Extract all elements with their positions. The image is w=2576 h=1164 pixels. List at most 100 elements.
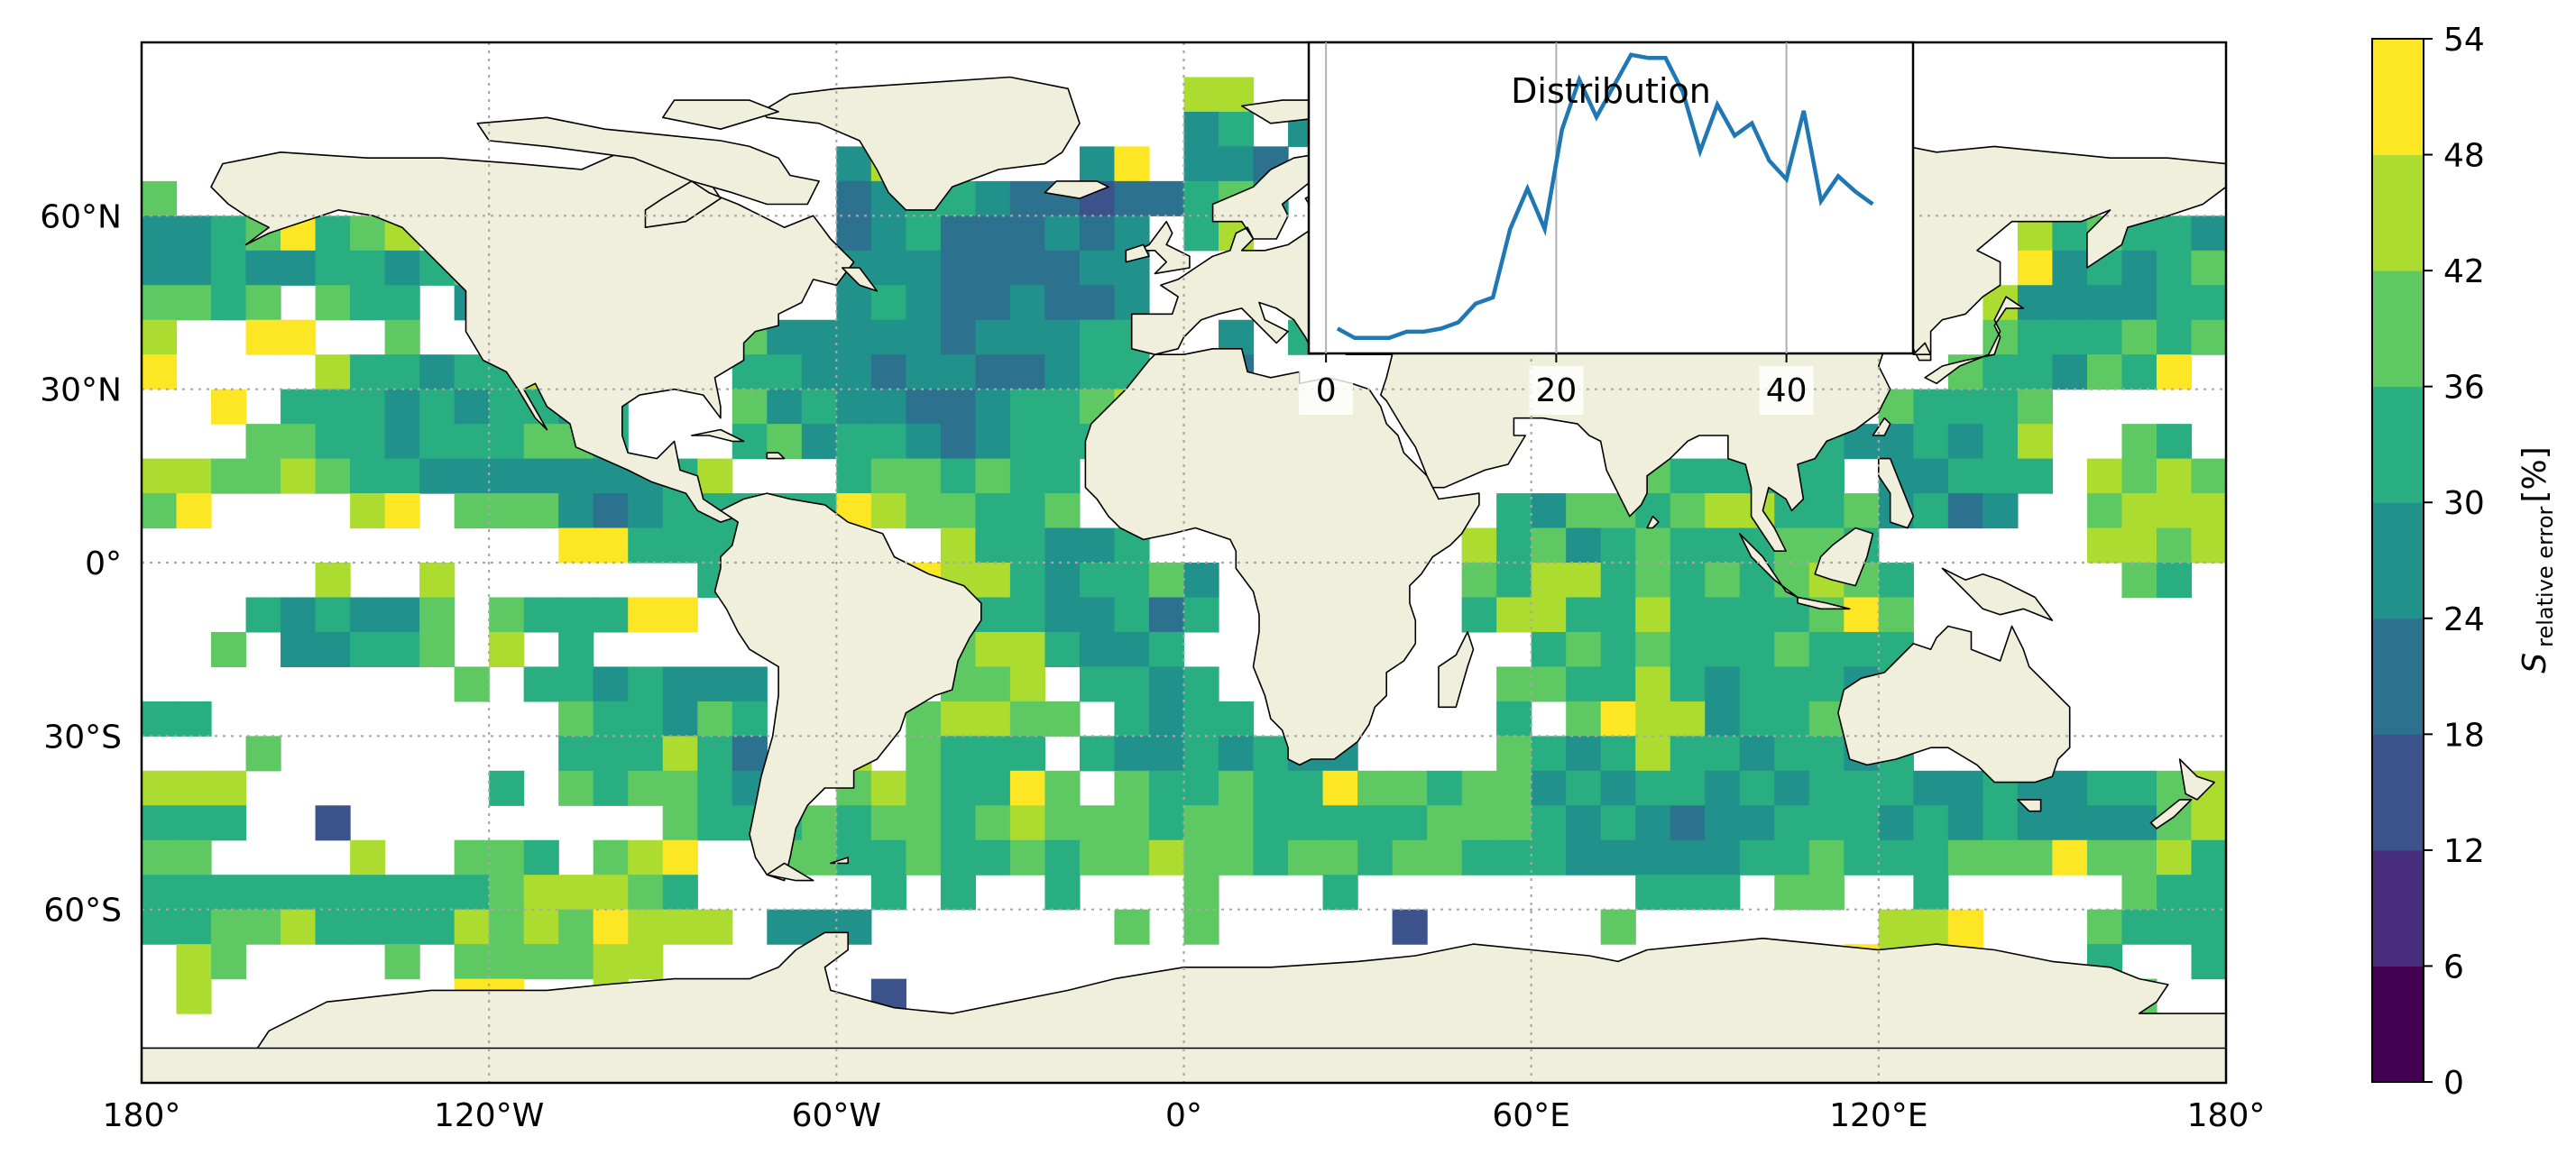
heatmap-cell — [1635, 771, 1670, 806]
heatmap-cell — [906, 424, 941, 459]
heatmap-cell — [836, 424, 871, 459]
heatmap-cell — [1114, 146, 1149, 181]
heatmap-cell — [1496, 666, 1532, 701]
heatmap-cell — [455, 666, 490, 701]
heatmap-cell — [2087, 805, 2122, 840]
heatmap-cell — [246, 320, 281, 355]
heatmap-cell — [142, 285, 177, 320]
heatmap-cell — [941, 459, 976, 494]
heatmap-cell — [1774, 736, 1809, 771]
colorbar-block — [2372, 270, 2424, 387]
heatmap-cell — [455, 840, 490, 875]
heatmap-cell — [1080, 632, 1115, 667]
heatmap-cell — [1149, 736, 1184, 771]
heatmap-cell — [1913, 910, 1948, 945]
heatmap-cell — [177, 944, 212, 979]
heatmap-cell — [2052, 354, 2087, 390]
heatmap-cell — [1670, 459, 1706, 494]
heatmap-cell — [836, 181, 871, 216]
heatmap-cell — [1532, 528, 1567, 564]
heatmap-cell — [1184, 77, 1219, 112]
heatmap-cell — [211, 771, 246, 806]
heatmap-cell — [1635, 563, 1670, 598]
heatmap-cell — [1496, 736, 1532, 771]
heatmap-cell — [2191, 285, 2226, 320]
heatmap-cell — [558, 632, 593, 667]
heatmap-cell — [941, 701, 976, 737]
colorbar-tick-label: 36 — [2443, 370, 2485, 407]
inset-tick-label: 0 — [1316, 372, 1337, 409]
heatmap-cell — [2191, 944, 2226, 979]
heatmap-cell — [2121, 840, 2157, 875]
x-tick-label: 60°E — [1492, 1097, 1570, 1134]
heatmap-cell — [385, 944, 420, 979]
heatmap-cell — [1496, 493, 1532, 528]
heatmap-cell — [385, 354, 420, 390]
heatmap-cell — [1149, 666, 1184, 701]
heatmap-cell — [1740, 805, 1775, 840]
colorbar-block — [2372, 734, 2424, 850]
heatmap-cell — [941, 493, 976, 528]
heatmap-cell — [211, 390, 246, 425]
heatmap-cell — [246, 597, 281, 632]
heatmap-cell — [1219, 146, 1254, 181]
heatmap-cell — [1879, 805, 1914, 840]
heatmap-cell — [489, 632, 524, 667]
heatmap-cell — [2191, 493, 2226, 528]
heatmap-cell — [1114, 181, 1149, 216]
heatmap-cell — [1809, 459, 1845, 494]
heatmap-cell — [1601, 701, 1636, 737]
heatmap-cell — [2087, 771, 2122, 806]
heatmap-cell — [697, 805, 732, 840]
heatmap-cell — [350, 251, 385, 286]
heatmap-cell — [1010, 390, 1045, 425]
heatmap-cell — [975, 840, 1010, 875]
heatmap-cell — [246, 424, 281, 459]
heatmap-cell — [1983, 390, 2018, 425]
heatmap-cell — [1219, 805, 1254, 840]
heatmap-cell — [836, 215, 871, 251]
heatmap-cell — [489, 424, 524, 459]
heatmap-cell — [975, 805, 1010, 840]
y-axis-ticks: 60°N30°N0°30°S60°S — [40, 198, 122, 929]
heatmap-cell — [1254, 736, 1289, 771]
heatmap-cell — [2191, 805, 2226, 840]
heatmap-cell — [1184, 840, 1219, 875]
heatmap-cell — [281, 875, 316, 910]
heatmap-cell — [142, 181, 177, 216]
heatmap-cell — [1844, 805, 1879, 840]
heatmap-cell — [316, 390, 351, 425]
heatmap-cell — [2191, 459, 2226, 494]
heatmap-cell — [419, 390, 455, 425]
colorbar-tick-label: 12 — [2443, 833, 2485, 870]
heatmap-cell — [906, 840, 941, 875]
heatmap-cell — [1114, 632, 1149, 667]
heatmap-cell — [281, 320, 316, 355]
heatmap-cell — [628, 944, 663, 979]
heatmap-cell — [385, 910, 420, 945]
heatmap-cell — [1044, 805, 1080, 840]
inset-tick-label: 20 — [1535, 372, 1577, 409]
heatmap-cell — [524, 910, 559, 945]
heatmap-cell — [1635, 736, 1670, 771]
heatmap-cell — [1184, 736, 1219, 771]
heatmap-cell — [1044, 493, 1080, 528]
heatmap-cell — [211, 805, 246, 840]
heatmap-cell — [558, 736, 593, 771]
heatmap-cell — [419, 563, 455, 598]
heatmap-cell — [211, 910, 246, 945]
heatmap-cell — [1879, 910, 1914, 945]
heatmap-cell — [1532, 632, 1567, 667]
heatmap-cell — [941, 285, 976, 320]
heatmap-cell — [697, 666, 732, 701]
heatmap-cell — [975, 215, 1010, 251]
heatmap-cell — [1393, 910, 1428, 945]
heatmap-cell — [1844, 771, 1879, 806]
heatmap-cell — [489, 944, 524, 979]
heatmap-cell — [663, 528, 698, 564]
heatmap-cell — [1496, 701, 1532, 737]
heatmap-cell — [1705, 459, 1740, 494]
heatmap-cell — [871, 215, 906, 251]
heatmap-cell — [1948, 910, 1983, 945]
heatmap-cell — [177, 459, 212, 494]
